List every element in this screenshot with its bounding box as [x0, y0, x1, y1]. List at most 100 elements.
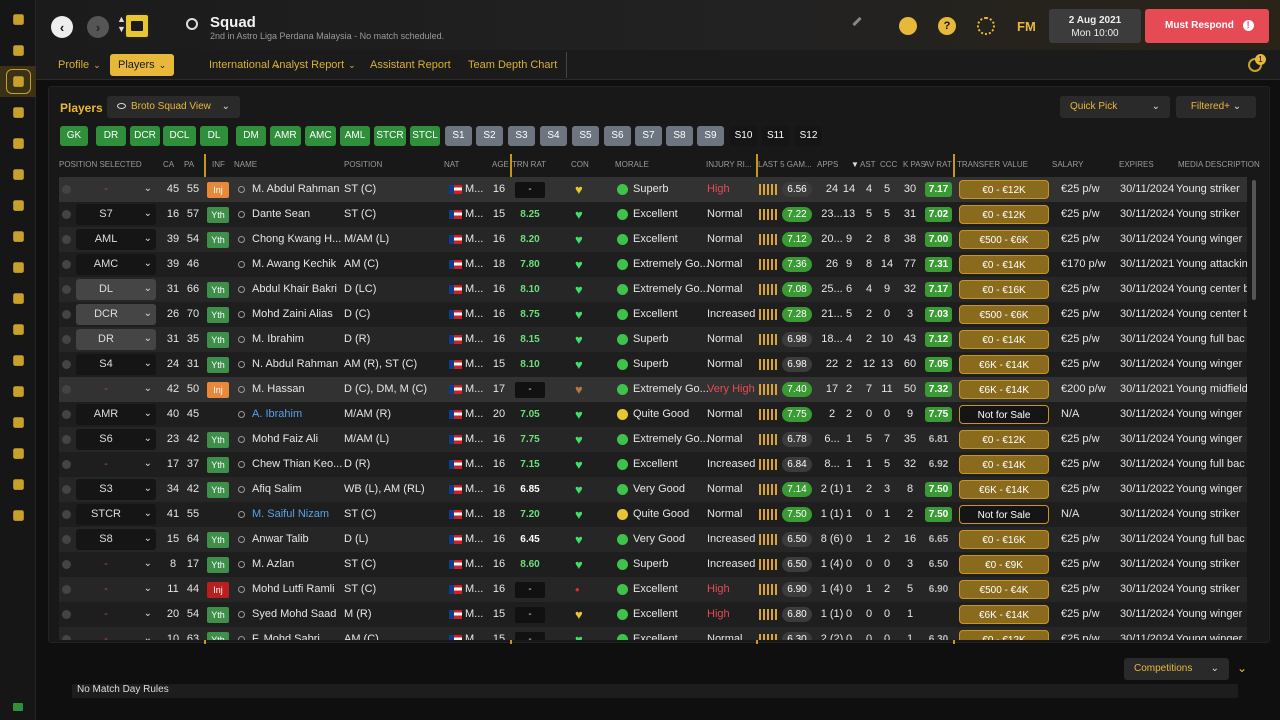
select-toggle-icon[interactable] — [62, 635, 71, 640]
transfer-value[interactable]: €6K - €14K — [959, 355, 1049, 374]
select-toggle-icon[interactable] — [62, 435, 71, 444]
transfer-value[interactable]: €0 - €14K — [959, 455, 1049, 474]
tab-assistant-report[interactable]: Assistant Report — [362, 54, 459, 76]
world-icon[interactable] — [899, 17, 917, 35]
dev-centre-icon[interactable] — [0, 469, 36, 500]
select-toggle-icon[interactable] — [62, 410, 71, 419]
search-icon[interactable] — [186, 18, 198, 30]
competitions-dropdown[interactable]: Competitions ⌄ — [1124, 658, 1229, 680]
table-row[interactable]: S6 ⌄ 23 42 Yth Mohd Faiz Ali M/AM (L) M... 16 7.7… — [59, 427, 1247, 452]
position-filter-s2[interactable]: S2 — [476, 126, 503, 146]
transfer-value[interactable]: €500 - €4K — [959, 580, 1049, 599]
position-selector[interactable]: DL ⌄ — [76, 279, 156, 300]
transfer-value[interactable]: €6K - €14K — [959, 605, 1049, 624]
medical-icon[interactable] — [0, 252, 36, 283]
transfer-value[interactable]: €0 - €14K — [959, 330, 1049, 349]
tab-international[interactable]: International ⌄ — [201, 54, 289, 76]
select-toggle-icon[interactable] — [62, 585, 71, 594]
forward-button[interactable]: › — [87, 16, 109, 38]
position-filter-gk[interactable]: GK — [60, 126, 88, 146]
table-row[interactable]: S8 ⌄ 15 64 Yth Anwar Talib D (L) M... 16 6.45 ♥ Ver… — [59, 527, 1247, 552]
position-selector[interactable]: AMR ⌄ — [76, 404, 156, 425]
home-icon[interactable] — [0, 4, 36, 35]
transfer-value[interactable]: €6K - €14K — [959, 380, 1049, 399]
tab-team-depth-chart[interactable]: Team Depth Chart — [460, 54, 565, 76]
position-filter-s1[interactable]: S1 — [445, 126, 472, 146]
column-header[interactable]: INJURY RI... — [706, 160, 752, 169]
transfer-value[interactable]: Not for Sale — [959, 405, 1049, 424]
position-selector[interactable]: - ⌄ — [76, 379, 156, 400]
filter-button[interactable]: Filtered+ ⌄ — [1176, 96, 1256, 118]
info-badge[interactable]: Yth — [207, 207, 229, 223]
column-header[interactable]: CA — [163, 160, 175, 169]
position-filter-aml[interactable]: AML — [340, 126, 370, 146]
info-badge[interactable]: Yth — [207, 532, 229, 548]
column-header[interactable]: MEDIA DESCRIPTION — [1178, 160, 1260, 169]
select-toggle-icon[interactable] — [62, 460, 71, 469]
table-row[interactable]: - ⌄ 20 54 Yth Syed Mohd Saad M (R) M... 15- ♥ Exce… — [59, 602, 1247, 627]
position-selector[interactable]: AML ⌄ — [76, 229, 156, 250]
position-selector[interactable]: DR ⌄ — [76, 329, 156, 350]
position-selector[interactable]: - ⌄ — [76, 604, 156, 625]
column-header[interactable]: CCC — [880, 160, 898, 169]
info-badge[interactable]: Inj — [207, 582, 229, 598]
transfer-value[interactable]: €500 - €6K — [959, 305, 1049, 324]
transfer-value[interactable]: €0 - €14K — [959, 255, 1049, 274]
up-down-arrows-icon[interactable]: ▲ ▼ — [117, 14, 126, 34]
column-header[interactable]: AST — [860, 160, 876, 169]
transfers-icon[interactable] — [0, 97, 36, 128]
select-toggle-icon[interactable] — [62, 285, 71, 294]
position-filter-s5[interactable]: S5 — [572, 126, 599, 146]
select-toggle-icon[interactable] — [62, 485, 71, 494]
fm-logo[interactable]: FM — [1017, 19, 1036, 34]
column-header[interactable]: INF — [212, 160, 225, 169]
inbox-icon[interactable] — [0, 35, 36, 66]
info-badge[interactable]: Inj — [207, 382, 229, 398]
expand-chevron-icon[interactable]: ⌄ — [1237, 661, 1248, 675]
select-toggle-icon[interactable] — [62, 335, 71, 344]
info-badge[interactable]: Yth — [207, 557, 229, 573]
tab-profile[interactable]: Profile ⌄ — [50, 54, 109, 76]
column-header[interactable]: LAST 5 GAM... — [758, 160, 812, 169]
position-filter-s11[interactable]: S11 — [762, 126, 789, 146]
position-filter-s9[interactable]: S9 — [697, 126, 724, 146]
position-selector[interactable]: DCR ⌄ — [76, 304, 156, 325]
finances-icon[interactable] — [0, 438, 36, 469]
position-selector[interactable]: AMC ⌄ — [76, 254, 156, 275]
position-filter-amr[interactable]: AMR — [270, 126, 301, 146]
must-respond-button[interactable]: Must Respond ! — [1145, 9, 1269, 43]
position-selector[interactable]: - ⌄ — [76, 454, 156, 475]
position-filter-s3[interactable]: S3 — [508, 126, 535, 146]
tab-players[interactable]: Players ⌄ — [110, 54, 175, 76]
transfer-value[interactable]: €0 - €16K — [959, 280, 1049, 299]
transfer-value[interactable]: €0 - €9K — [959, 555, 1049, 574]
tactics-icon[interactable] — [0, 159, 36, 190]
column-header[interactable]: CON — [571, 160, 589, 169]
select-toggle-icon[interactable] — [62, 260, 71, 269]
column-header[interactable]: POSITION — [344, 160, 383, 169]
table-row[interactable]: - ⌄ 45 55 Inj M. Abdul Rahman ST (C) M... 16- ♥ Su… — [59, 177, 1247, 202]
tab-analyst-report[interactable]: Analyst Report ⌄ — [264, 54, 364, 76]
transfer-value[interactable]: €0 - €16K — [959, 530, 1049, 549]
select-toggle-icon[interactable] — [62, 310, 71, 319]
staff-icon[interactable] — [0, 190, 36, 221]
position-filter-s10[interactable]: S10 — [730, 126, 757, 146]
position-selector[interactable]: - ⌄ — [76, 179, 156, 200]
info-badge[interactable]: Yth — [207, 607, 229, 623]
column-header[interactable]: K PAS — [903, 160, 926, 169]
table-row[interactable]: - ⌄ 42 50 Inj M. Hassan D (C), DM, M (C) M... 17… — [59, 377, 1247, 402]
position-selector[interactable]: S7 ⌄ — [76, 204, 156, 225]
column-header[interactable]: MORALE — [615, 160, 649, 169]
quick-pick-button[interactable]: Quick Pick ⌄ — [1060, 96, 1170, 118]
table-row[interactable]: DCR ⌄ 26 70 Yth Mohd Zaini Alias D (C) M... 16 8.… — [59, 302, 1247, 327]
info-badge[interactable]: Yth — [207, 482, 229, 498]
pen-icon[interactable] — [852, 16, 862, 27]
position-selector[interactable]: S3 ⌄ — [76, 479, 156, 500]
select-toggle-icon[interactable] — [62, 535, 71, 544]
back-button[interactable]: ‹ — [51, 16, 73, 38]
column-header[interactable]: APPS — [817, 160, 839, 169]
position-filter-s4[interactable]: S4 — [540, 126, 567, 146]
table-row[interactable]: AML ⌄ 39 54 Yth Chong Kwang H... M/AM (L) M... 1… — [59, 227, 1247, 252]
table-row[interactable]: S4 ⌄ 24 31 Yth N. Abdul Rahman AM (R), ST (C) M… — [59, 352, 1247, 377]
table-row[interactable]: S7 ⌄ 16 57 Yth Dante Sean ST (C) M... 15 8.25 ♥ Exc… — [59, 202, 1247, 227]
